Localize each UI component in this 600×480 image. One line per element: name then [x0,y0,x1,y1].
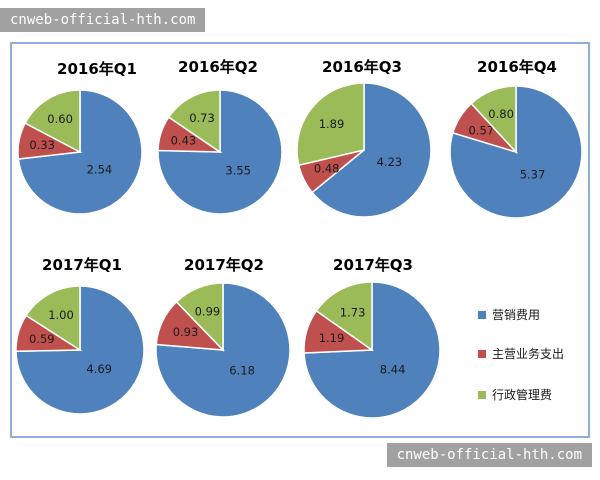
pie-1-slice-3 [24,89,81,154]
pie-3-label-2: 0.48 [314,161,340,175]
pie-4-slice-3 [470,85,517,154]
legend-label-3: 行政管理费 [492,387,552,402]
pie-2: 3.55 0.43 0.73 2016年Q2 [157,58,283,215]
pie-5-slice-1 [15,285,145,415]
pie-3-slice-1 [311,82,432,218]
pie-4-label-3: 0.80 [488,107,514,121]
pie-7-slice-3 [315,281,373,352]
pie-1-label-3: 0.60 [47,112,73,126]
pie-7-title: 2017年Q3 [333,256,413,274]
pie-4-title: 2016年Q4 [477,58,557,76]
pie-7-label-1: 8.44 [380,363,406,377]
legend-label-1: 营销费用 [492,308,540,322]
legend-label-2: 主营业务支出 [492,346,564,361]
pie-2-label-1: 3.55 [225,164,251,178]
pie-7: 8.44 1.19 1.73 2017年Q3 [303,256,441,419]
pie-5-slice-3 [25,285,81,352]
pie-5: 4.69 0.59 1.00 2017年Q1 [15,256,145,415]
pie-1-label-1: 2.54 [87,162,113,176]
pie-5-label-1: 4.69 [86,362,112,376]
pie-4-label-1: 5.37 [520,167,546,181]
pie-4-slice-1 [449,85,583,219]
pie-2-label-2: 0.43 [171,133,197,147]
pie-6: 6.18 0.93 0.99 2017年Q2 [155,256,291,418]
pie-6-slice-1 [155,282,291,418]
legend-swatch-3 [478,391,486,399]
pie-1-label-2: 0.33 [29,138,55,152]
pie-7-label-2: 1.19 [319,331,345,345]
pie-3-label-3: 1.89 [319,117,345,131]
pie-6-label-2: 0.93 [173,325,199,339]
pie-6-label-3: 0.99 [195,305,221,319]
pie-5-label-2: 0.59 [29,332,55,346]
pie-7-label-3: 1.73 [340,306,366,320]
pie-2-label-3: 0.73 [189,111,215,125]
legend-swatch-2 [478,350,486,358]
legend-swatch-1 [478,311,486,319]
watermark-bottom: cnweb-official-hth.com [386,443,592,467]
pie-2-slice-3 [167,89,221,154]
pie-3-label-1: 4.23 [377,155,403,169]
pie-5-label-3: 1.00 [48,308,74,322]
pie-3-slice-3 [296,82,365,167]
pie-3-title: 2016年Q3 [322,58,402,76]
pie-5-title: 2017年Q1 [42,256,122,274]
pie-1-title: 2016年Q1 [57,60,137,78]
pie-4: 5.37 0.57 0.80 2016年Q4 [449,58,583,219]
pie-6-label-1: 6.18 [229,364,255,378]
pie-6-slice-3 [175,282,224,352]
watermark-top: cnweb-official-hth.com [0,8,206,32]
pie-6-title: 2017年Q2 [184,256,264,274]
pie-1: 2.54 0.33 0.60 2016年Q1 [17,60,143,215]
pie-4-label-2: 0.57 [468,123,494,137]
pie-2-title: 2016年Q2 [178,58,258,76]
pie-3: 4.23 0.48 1.89 2016年Q3 [296,58,432,218]
